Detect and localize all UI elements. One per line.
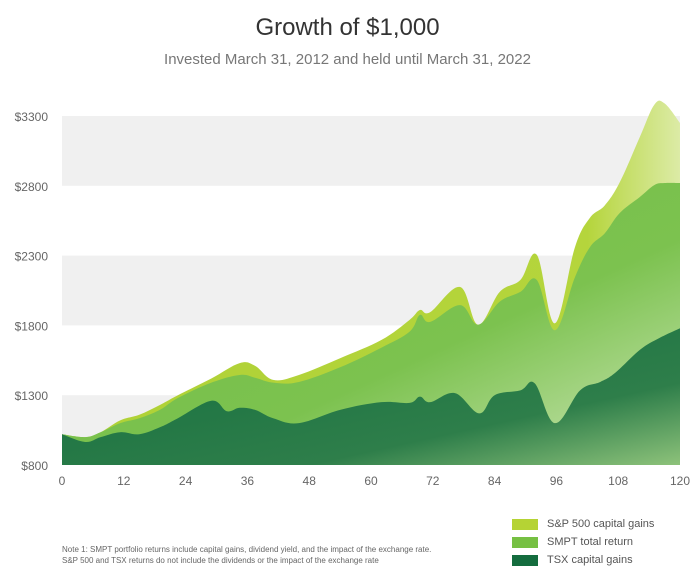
footnote: Note 1: SMPT portfolio returns include c… — [62, 544, 431, 566]
area-tsx — [62, 328, 680, 465]
x-tick-label: 0 — [59, 474, 66, 488]
x-tick-label: 24 — [179, 474, 193, 488]
grid-band — [62, 116, 680, 186]
legend: S&P 500 capital gains SMPT total return … — [512, 515, 654, 569]
legend-swatch-tsx — [512, 554, 538, 566]
x-axis-ticks: 0 12 24 36 48 60 72 84 96 108 120 — [59, 474, 691, 488]
legend-label-sp500: S&P 500 capital gains — [547, 518, 655, 530]
legend-swatch-smpt — [512, 536, 538, 548]
x-tick-label: 108 — [608, 474, 628, 488]
x-tick-label: 120 — [670, 474, 690, 488]
legend-label-tsx: TSX capital gains — [547, 554, 633, 566]
footnote-line-2: S&P 500 and TSX returns do not include t… — [62, 556, 379, 565]
x-tick-label: 96 — [550, 474, 564, 488]
legend-item-sp500: S&P 500 capital gains — [512, 515, 654, 533]
chart-title: Growth of $1,000 — [255, 14, 440, 41]
y-tick-label: $800 — [21, 459, 48, 473]
series-areas — [62, 100, 680, 466]
y-tick-label: $1800 — [15, 319, 49, 333]
x-tick-label: 84 — [488, 474, 502, 488]
x-tick-label: 48 — [303, 474, 317, 488]
y-tick-label: $1300 — [15, 389, 49, 403]
y-tick-label: $2800 — [15, 180, 49, 194]
y-tick-label: $2300 — [15, 250, 49, 264]
chart-subtitle: Invested March 31, 2012 and held until M… — [164, 51, 531, 68]
footnote-line-1: Note 1: SMPT portfolio returns include c… — [62, 545, 432, 554]
y-tick-label: $3300 — [15, 110, 49, 124]
legend-label-smpt: SMPT total return — [547, 536, 633, 548]
legend-item-tsx: TSX capital gains — [512, 551, 654, 569]
legend-swatch-sp500 — [512, 518, 538, 530]
x-tick-label: 72 — [426, 474, 440, 488]
x-tick-label: 36 — [241, 474, 255, 488]
x-tick-label: 12 — [117, 474, 131, 488]
x-tick-label: 60 — [364, 474, 378, 488]
legend-item-smpt: SMPT total return — [512, 533, 654, 551]
y-axis-ticks: $800 $1300 $1800 $2300 $2800 $3300 — [15, 110, 49, 473]
